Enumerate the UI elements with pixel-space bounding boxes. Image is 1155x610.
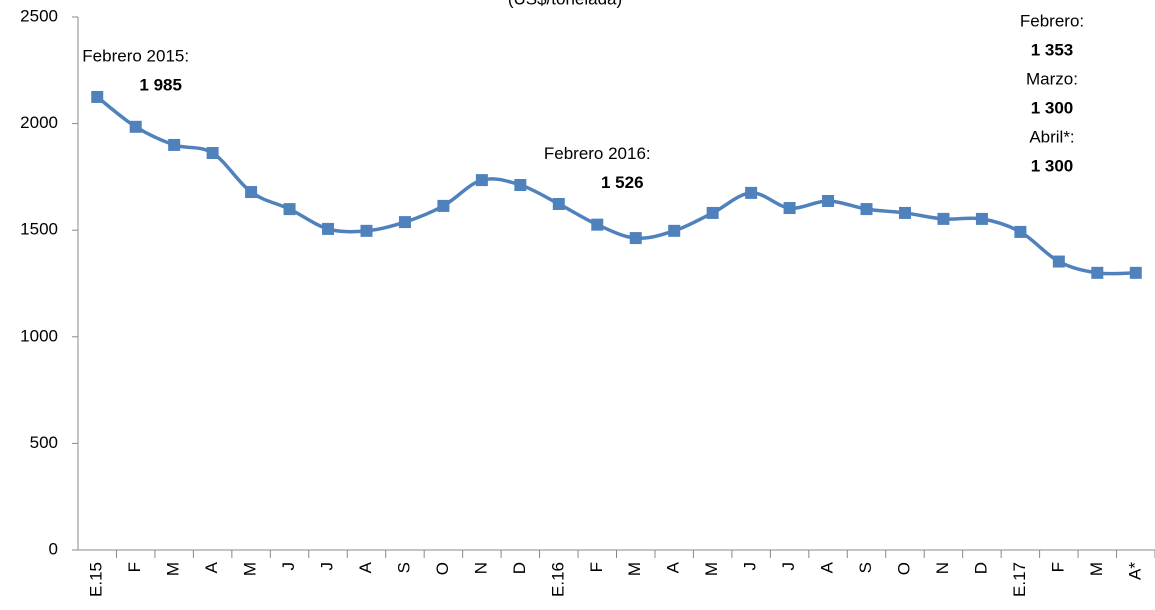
y-tick-label: 0	[49, 539, 58, 558]
x-tick-label: N	[471, 562, 490, 574]
marker	[437, 199, 450, 212]
x-tick-label: O	[894, 562, 913, 575]
marker	[629, 232, 642, 245]
marker	[668, 224, 681, 237]
line	[96, 95, 1136, 276]
chart-subtitle: (US$/tonelada)	[508, 0, 622, 8]
marker	[975, 212, 988, 225]
marker	[360, 224, 373, 237]
x-tick-label: M	[241, 562, 260, 576]
x-tick-label: J	[279, 562, 298, 571]
marker	[283, 203, 296, 216]
x-tick-label: M	[1087, 562, 1106, 576]
x-tick-label: A	[202, 561, 221, 573]
marker	[591, 218, 604, 231]
x-tick-label: S	[856, 562, 875, 573]
x-tick-label: E.17	[1010, 562, 1029, 597]
marker	[1014, 225, 1027, 238]
annotation: 1 300	[1031, 156, 1074, 175]
annotation: Febrero 2016:	[544, 144, 651, 163]
marker	[937, 212, 950, 225]
x-tick-label: J	[741, 562, 760, 571]
marker	[475, 174, 488, 187]
x-tick-label: F	[125, 562, 144, 572]
x-tick-label: J	[318, 562, 337, 571]
marker	[168, 138, 181, 151]
marker	[552, 197, 565, 210]
annotation: 1 353	[1031, 40, 1074, 59]
marker	[898, 206, 911, 219]
marker	[1129, 266, 1142, 279]
marker	[822, 194, 835, 207]
x-tick-label: J	[779, 562, 798, 571]
x-tick-label: A*	[1125, 562, 1144, 580]
x-tick-label: D	[971, 562, 990, 574]
x-tick-label: M	[164, 562, 183, 576]
annotation: 1 985	[139, 75, 182, 94]
marker	[91, 90, 104, 103]
marker	[1091, 266, 1104, 279]
x-tick-label: M	[625, 562, 644, 576]
marker	[514, 179, 527, 192]
marker	[706, 206, 719, 219]
x-tick-label: F	[587, 562, 606, 572]
marker	[245, 186, 258, 199]
marker	[745, 186, 758, 199]
annotation: 1 526	[601, 173, 644, 192]
marker	[1052, 255, 1065, 268]
x-tick-label: S	[394, 562, 413, 573]
y-tick-label: 1000	[20, 326, 58, 345]
annotation: Abril*:	[1029, 127, 1074, 146]
annotation: 1 300	[1031, 98, 1074, 117]
x-tick-label: D	[510, 562, 529, 574]
x-tick-label: E.15	[87, 562, 106, 597]
marker	[206, 147, 219, 160]
y-tick-label: 2000	[20, 113, 58, 132]
annotation: Febrero 2015:	[82, 46, 189, 65]
y-tick-label: 500	[30, 433, 58, 452]
marker	[398, 216, 411, 229]
y-tick-label: 1500	[20, 220, 58, 239]
x-tick-label: O	[433, 562, 452, 575]
x-tick-label: M	[702, 562, 721, 576]
marker	[860, 203, 873, 216]
annotation: Febrero:	[1020, 11, 1084, 30]
x-tick-label: E.16	[548, 562, 567, 597]
x-tick-label: F	[1048, 562, 1067, 572]
x-tick-label: A	[664, 561, 683, 573]
x-tick-label: N	[933, 562, 952, 574]
x-tick-label: A	[818, 561, 837, 573]
marker	[129, 120, 142, 133]
annotation: Marzo:	[1026, 69, 1078, 88]
x-tick-label: A	[356, 561, 375, 573]
marker	[322, 222, 335, 235]
y-tick-label: 2500	[20, 6, 58, 25]
marker	[783, 202, 796, 215]
